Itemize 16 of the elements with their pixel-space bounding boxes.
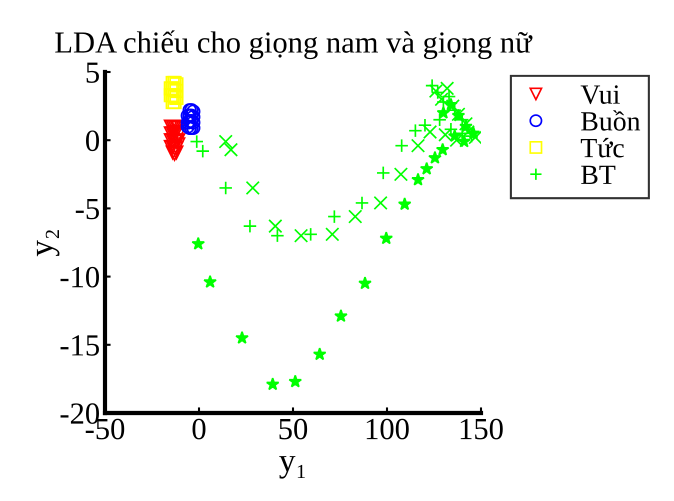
y-tick-label: 0 — [86, 130, 99, 152]
legend-label: Buồn — [581, 110, 640, 131]
legend-label: BT — [581, 166, 616, 184]
x-axis-title: y₁ — [279, 456, 305, 479]
y-tick-label: -5 — [76, 198, 99, 220]
legend-label: Vui — [580, 85, 620, 104]
y-tick-label: -10 — [60, 266, 99, 288]
x-tick-label: 150 — [460, 418, 503, 440]
y-tick-label: 5 — [86, 62, 99, 83]
x-tick-label: 100 — [366, 418, 409, 440]
x-tick-label: 50 — [280, 418, 308, 440]
chart-title: LDA chiếu cho giọng nam và giọng nữ — [55, 30, 532, 60]
x-tick-label: 0 — [192, 418, 206, 440]
y-tick-label: -15 — [60, 335, 99, 356]
y-axis-title: y₂ — [36, 230, 60, 256]
legend-label: Tức — [580, 138, 624, 158]
